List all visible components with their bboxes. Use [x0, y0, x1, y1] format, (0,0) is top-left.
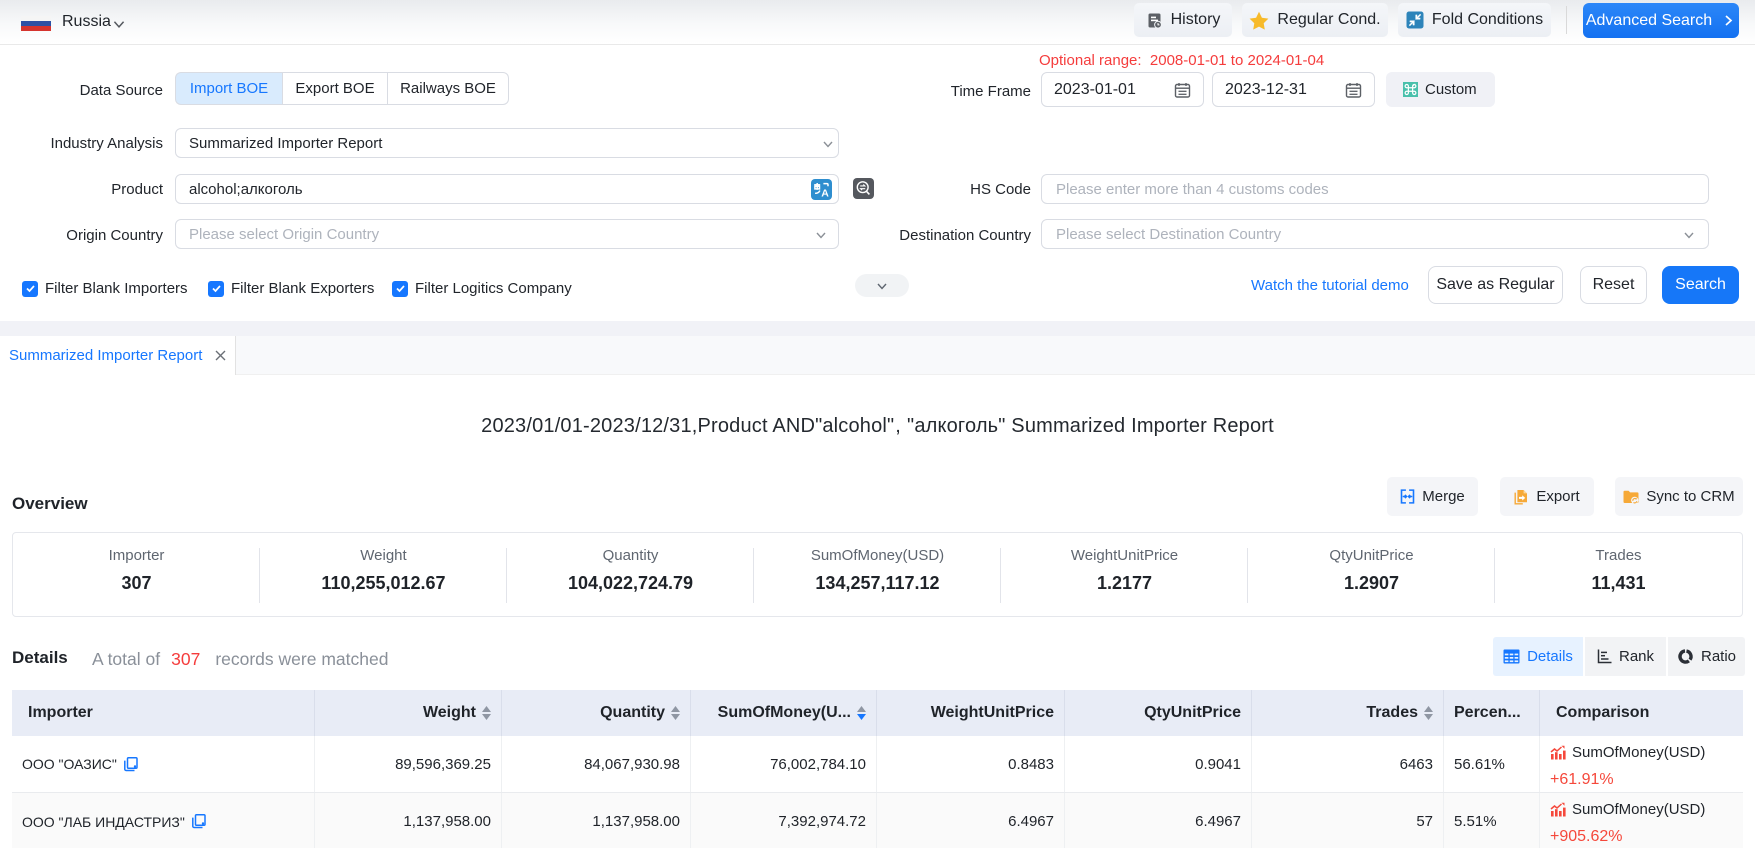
svg-text:A: A	[821, 187, 829, 199]
